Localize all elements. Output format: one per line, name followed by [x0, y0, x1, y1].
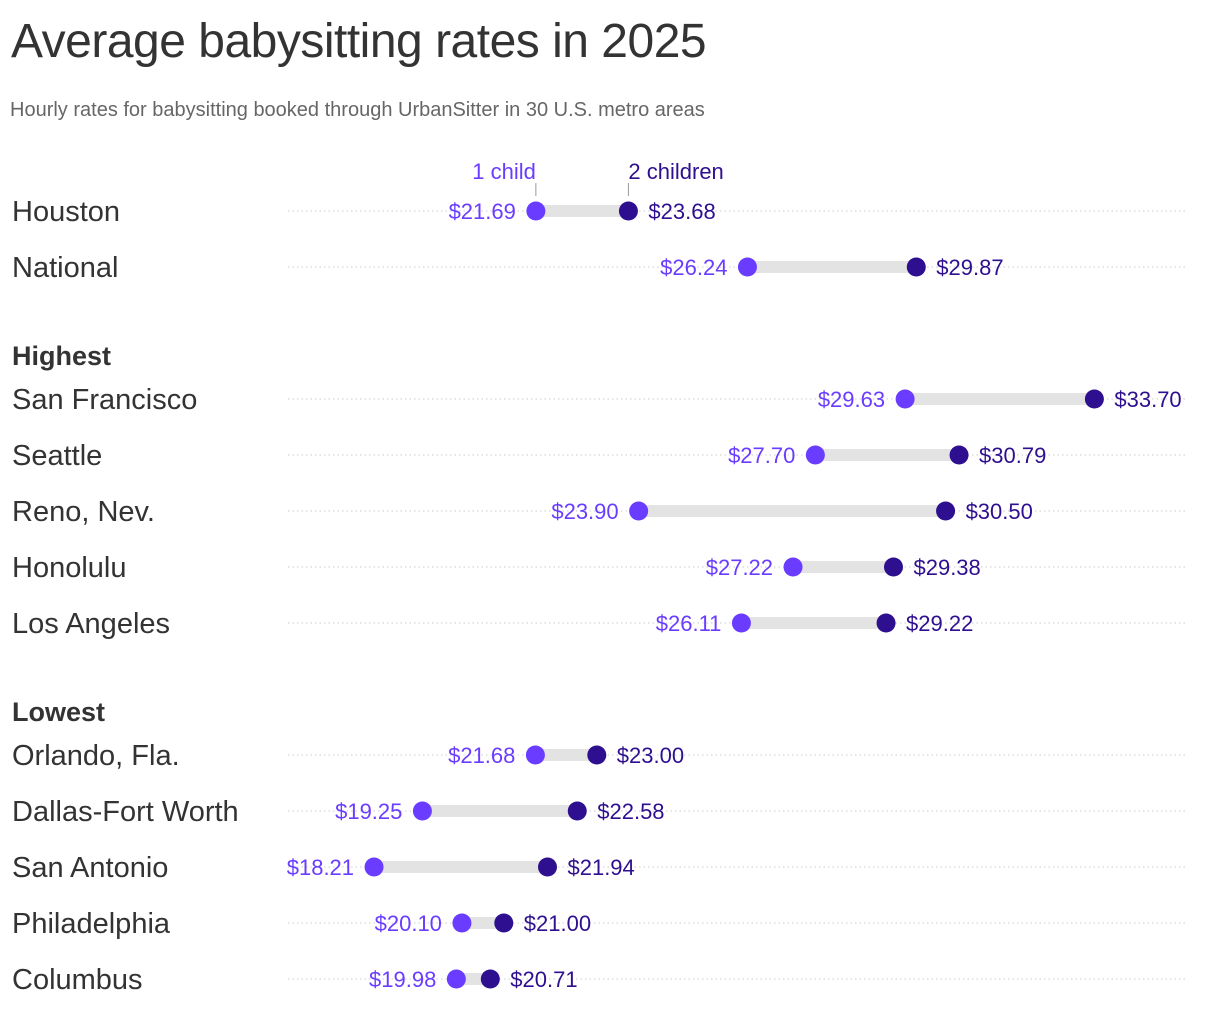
value-label-two-children: $30.79	[979, 443, 1046, 468]
value-label-one-child: $27.70	[728, 443, 795, 468]
value-label-one-child: $19.98	[369, 967, 436, 992]
value-label-one-child: $27.22	[706, 555, 773, 580]
category-label: Philadelphia	[12, 908, 171, 940]
value-label-two-children: $29.87	[936, 255, 1003, 280]
group-label: Lowest	[12, 697, 105, 727]
dot-one-child	[526, 201, 546, 221]
dot-two-children	[567, 801, 587, 821]
value-label-two-children: $33.70	[1114, 387, 1181, 412]
category-label: Los Angeles	[12, 608, 170, 640]
value-label-two-children: $21.94	[567, 855, 634, 880]
legend-one-child: 1 child	[472, 159, 536, 184]
value-label-one-child: $26.24	[660, 255, 727, 280]
value-label-one-child: $20.10	[375, 911, 442, 936]
chart-title: Average babysitting rates in 2025	[11, 15, 707, 68]
dot-two-children	[494, 913, 514, 933]
legend-two-children: 2 children	[628, 159, 723, 184]
category-label: San Francisco	[12, 384, 197, 416]
value-label-one-child: $21.69	[449, 199, 516, 224]
category-label: Seattle	[12, 440, 102, 472]
value-label-one-child: $23.90	[551, 499, 618, 524]
value-label-two-children: $23.00	[617, 743, 684, 768]
value-label-two-children: $23.68	[648, 199, 715, 224]
chart-subtitle: Hourly rates for babysitting booked thro…	[10, 99, 705, 121]
dot-two-children	[876, 613, 896, 633]
category-label: Columbus	[12, 964, 143, 996]
value-label-two-children: $29.22	[906, 611, 973, 636]
dot-one-child	[783, 557, 803, 577]
dot-two-children	[906, 257, 926, 277]
value-label-two-children: $20.71	[510, 967, 577, 992]
dot-two-children	[1084, 389, 1104, 409]
category-label: Orlando, Fla.	[12, 740, 180, 772]
category-label: Reno, Nev.	[12, 496, 155, 528]
dot-two-children	[537, 857, 557, 877]
value-label-one-child: $18.21	[287, 855, 354, 880]
value-label-one-child: $26.11	[656, 611, 722, 636]
dot-one-child	[412, 801, 432, 821]
dot-two-children	[936, 501, 956, 521]
value-label-two-children: $22.58	[597, 799, 664, 824]
category-label: San Antonio	[12, 852, 168, 884]
dot-one-child	[895, 389, 915, 409]
dot-one-child	[731, 613, 751, 633]
dot-one-child	[452, 913, 472, 933]
dot-two-children	[480, 969, 500, 989]
value-label-one-child: $29.63	[818, 387, 885, 412]
dot-one-child	[364, 857, 384, 877]
dot-two-children	[949, 445, 969, 465]
value-label-one-child: $19.25	[335, 799, 402, 824]
category-label: National	[12, 252, 118, 284]
dot-one-child	[525, 745, 545, 765]
dot-one-child	[629, 501, 649, 521]
dot-two-children	[618, 201, 638, 221]
dot-one-child	[737, 257, 757, 277]
value-label-two-children: $30.50	[966, 499, 1033, 524]
category-label: Dallas-Fort Worth	[12, 796, 239, 828]
category-label: Houston	[12, 196, 120, 228]
value-label-one-child: $21.68	[448, 743, 515, 768]
group-label: Highest	[12, 341, 111, 371]
dot-two-children	[587, 745, 607, 765]
dot-two-children	[883, 557, 903, 577]
value-label-two-children: $29.38	[913, 555, 980, 580]
dot-one-child	[805, 445, 825, 465]
dot-one-child	[446, 969, 466, 989]
category-label: Honolulu	[12, 552, 126, 584]
value-label-two-children: $21.00	[524, 911, 591, 936]
